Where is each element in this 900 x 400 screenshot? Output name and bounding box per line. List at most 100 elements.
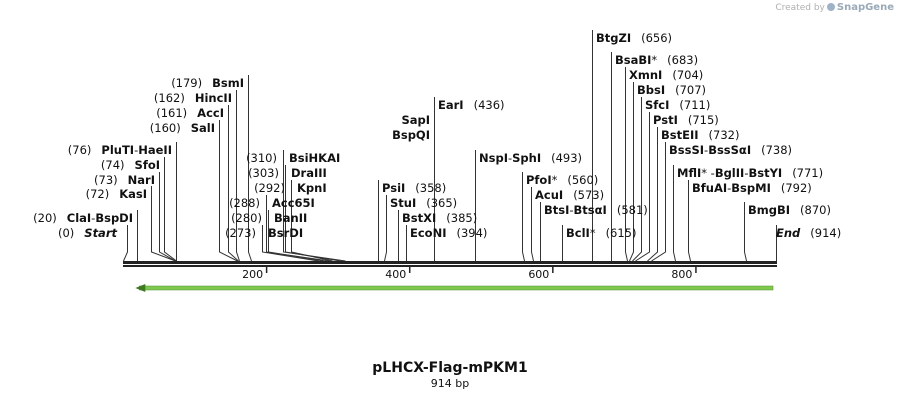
site-label-bsmi-9[interactable]: (179) BsmI — [171, 76, 244, 90]
site-position-kpni-13: (292) — [254, 181, 285, 195]
feature-arrow-shaft[interactable] — [139, 285, 774, 291]
enzyme-name-stui-17-0: StuI — [390, 196, 416, 210]
enzyme-name-sfci-32-0: SfcI — [645, 98, 669, 112]
site-label-pluti-5[interactable]: (76) PluTI - HaeII — [68, 143, 172, 157]
enzyme-name-bstyi-36-4: BstYI — [748, 166, 782, 180]
enzyme-name-clai-1-0: ClaI — [67, 211, 91, 225]
site-position-psti-33: (715) — [688, 113, 719, 127]
enzyme-name-psii-16-0: PsiI — [382, 181, 405, 195]
site-position-bstxi-18: (385) — [446, 211, 477, 225]
site-label-mfli-36[interactable]: (771) MflI * - BglII - BstYI — [677, 166, 823, 180]
site-label-kpni-13[interactable]: KpnI (292) — [254, 181, 327, 195]
site-position-bsihkai-15: (310) — [246, 151, 277, 165]
site-position-xmni-30: (704) — [672, 68, 703, 82]
site-position-econi-19: (394) — [456, 226, 487, 240]
leader-line-sfoi-4 — [164, 157, 177, 262]
site-label-nspi-23[interactable]: (493) NspI - SphI — [479, 151, 582, 165]
site-label-btgzi-28[interactable]: (656) BtgZI — [596, 31, 672, 45]
site-position-mfli-36: (771) — [792, 166, 823, 180]
enzyme-name-sfoi-4-0: SfoI — [135, 158, 160, 172]
site-position-btgzi-28: (656) — [641, 31, 672, 45]
leader-line-bsteii-34 — [647, 127, 658, 262]
site-position-psii-16: (358) — [415, 181, 446, 195]
site-label-bspqi-22[interactable]: BspQI — [392, 128, 430, 142]
site-position-eari-20: (436) — [474, 98, 505, 112]
leader-line-bmgbi-38 — [744, 202, 747, 262]
enzyme-name-bfuai-37-0: BfuAI — [692, 181, 727, 195]
site-label-bmgbi-38[interactable]: (870) BmgBI — [748, 203, 831, 217]
site-label-end-39[interactable]: (914) End — [776, 226, 841, 240]
site-label-nari-3[interactable]: (73) NarI — [94, 173, 155, 187]
site-separator--37-1: - — [727, 181, 731, 195]
site-labels: (0) Start (20) ClaI - BspDI (72) KasI(73) NarI… — [33, 31, 841, 240]
site-label-bsrdi-10[interactable]: BsrDI (273) — [225, 226, 303, 240]
site-label-bcli-27[interactable]: (615) BclI * — [566, 226, 637, 240]
enzyme-name-bsss-i-35-2: BssSαI — [708, 143, 751, 157]
site-separator--26-1: - — [569, 203, 573, 217]
leader-line-hincii-8 — [236, 90, 240, 262]
site-position-acci-7: (161) — [156, 106, 187, 120]
leader-line-sali-6 — [219, 120, 238, 262]
feature-arrow-head[interactable] — [135, 284, 146, 292]
enzyme-name-sphi-23-2: SphI — [512, 151, 541, 165]
site-label-bstxi-18[interactable]: (385) BstXI — [402, 211, 477, 225]
site-label-draiii-14[interactable]: DraIII (303) — [248, 166, 327, 180]
leader-line-stui-17 — [384, 195, 387, 262]
site-position-bsteii-34: (732) — [709, 128, 740, 142]
enzyme-name-btgzi-28-0: BtgZI — [596, 31, 631, 45]
site-position-end-39: (914) — [810, 226, 841, 240]
enzyme-name-econi-19-0: EcoNI — [410, 226, 446, 240]
site-label-stui-17[interactable]: (365) StuI — [390, 196, 457, 210]
ruler-ticks: 200 400 600 800 — [242, 267, 697, 281]
site-label-econi-19[interactable]: (394) EcoNI — [410, 226, 487, 240]
site-label-start-0[interactable]: (0) Start — [58, 226, 118, 240]
enzyme-name-kpni-13-0: KpnI — [297, 181, 327, 195]
site-label-bsabi-29[interactable]: (683) BsaBI * — [615, 53, 698, 67]
enzyme-name-xmni-30-0: XmnI — [629, 68, 662, 82]
leader-line-mfli-36 — [673, 165, 676, 262]
site-label-acci-7[interactable]: (161) AccI — [156, 106, 224, 120]
site-label-psii-16[interactable]: (358) PsiI — [382, 181, 446, 195]
site-label-sfoi-4[interactable]: (74) SfoI — [101, 158, 160, 172]
enzyme-name-start-0-0: Start — [84, 226, 117, 240]
site-label-psti-33[interactable]: (715) PstI — [653, 113, 719, 127]
site-label-acui-25[interactable]: (573) AcuI — [535, 188, 604, 202]
site-label-bbsi-31[interactable]: (707) BbsI — [637, 83, 706, 97]
feature-arrow[interactable] — [135, 284, 774, 292]
leader-line-acc65i-12 — [266, 195, 330, 262]
site-label-acc65i-12[interactable]: Acc65I (288) — [229, 196, 315, 210]
site-label-sali-6[interactable]: (160) SalI — [150, 121, 215, 135]
enzyme-name-bsteii-34-0: BstEII — [661, 128, 699, 142]
site-position-nspi-23: (493) — [551, 151, 582, 165]
site-label-sapi-21[interactable]: SapI — [401, 113, 430, 127]
site-leader-lines — [123, 30, 777, 262]
site-label-clai-1[interactable]: (20) ClaI - BspDI — [33, 211, 133, 225]
site-label-hincii-8[interactable]: (162) HincII — [154, 91, 232, 105]
leader-line-bbsi-31 — [629, 82, 634, 262]
site-label-xmni-30[interactable]: (704) XmnI — [629, 68, 703, 82]
site-label-btsi-26[interactable]: (581) BtsI - BtsαI — [544, 203, 648, 217]
site-label-pfoi-24[interactable]: (560) PfoI * — [526, 173, 598, 187]
leader-line-acui-25 — [531, 187, 534, 262]
snapgene-logo-icon — [826, 3, 835, 11]
enzyme-name-bmgbi-38-0: BmgBI — [748, 203, 790, 217]
leader-line-acci-7 — [228, 105, 239, 262]
site-label-eari-20[interactable]: (436) EarI — [438, 98, 505, 112]
site-label-bsteii-34[interactable]: (732) BstEII — [661, 128, 739, 142]
site-label-kasi-2[interactable]: (72) KasI — [86, 187, 147, 201]
site-position-hincii-8: (162) — [154, 91, 185, 105]
site-label-bsihkai-15[interactable]: BsiHKAI (310) — [246, 151, 340, 165]
leader-line-kpni-13 — [291, 180, 333, 262]
enzyme-name-hincii-8-0: HincII — [195, 91, 232, 105]
enzyme-name-sapi-21-0: SapI — [401, 113, 430, 127]
site-label-banii-11[interactable]: BanII (280) — [231, 211, 307, 225]
site-label-bsssi-35[interactable]: (738) BssSI - BssSαI — [669, 143, 792, 157]
site-position-bmgbi-38: (870) — [800, 203, 831, 217]
enzyme-name-kasi-2-0: KasI — [119, 187, 147, 201]
ruler-tick-label-600: 600 — [528, 268, 549, 281]
leader-line-start-0 — [123, 225, 128, 262]
site-label-bfuai-37[interactable]: (792) BfuAI - BspMI — [692, 181, 812, 195]
site-label-sfci-32[interactable]: (711) SfcI — [645, 98, 710, 112]
enzyme-name-bsabi-29-0: BsaBI — [615, 53, 651, 67]
ruler-tick-label-800: 800 — [671, 268, 692, 281]
